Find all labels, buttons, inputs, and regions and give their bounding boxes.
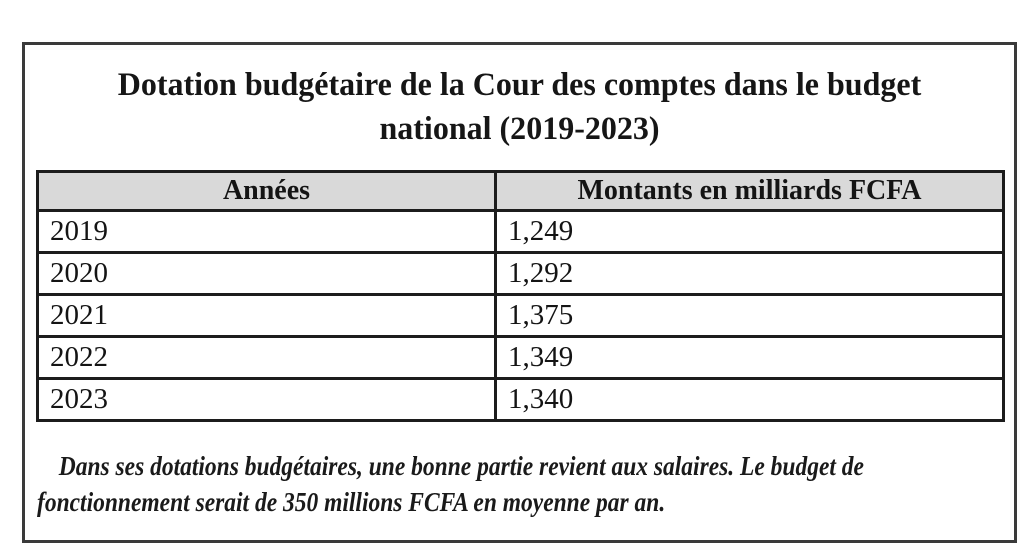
amount-cell: 1,375 — [494, 293, 1005, 338]
amount-cell: 1,340 — [494, 377, 1005, 422]
table-row: 2022 1,349 — [36, 335, 1005, 380]
amount-cell: 1,249 — [494, 209, 1005, 254]
document-frame: Dotation budgétaire de la Cour des compt… — [22, 42, 1017, 543]
footnote-line-2: fonctionnement serait de 350 millions FC… — [37, 487, 666, 517]
page-title: Dotation budgétaire de la Cour des compt… — [35, 63, 1004, 151]
year-cell: 2021 — [36, 293, 497, 338]
page-title-line-2: national (2019-2023) — [379, 111, 660, 147]
footnote: Dans ses dotations budgétaires, une bonn… — [37, 448, 994, 520]
year-cell: 2019 — [36, 209, 497, 254]
table-row: 2020 1,292 — [36, 251, 1005, 296]
footnote-line-1: Dans ses dotations budgétaires, une bonn… — [58, 451, 864, 481]
budget-table: Années Montants en milliards FCFA 2019 1… — [36, 170, 1005, 422]
column-header-montants: Montants en milliards FCFA — [494, 170, 1005, 212]
year-cell: 2020 — [36, 251, 497, 296]
page-title-line-1: Dotation budgétaire de la Cour des compt… — [117, 67, 922, 103]
table-header-row: Années Montants en milliards FCFA — [36, 170, 1005, 212]
table-row: 2021 1,375 — [36, 293, 1005, 338]
table-row: 2019 1,249 — [36, 209, 1005, 254]
table-row: 2023 1,340 — [36, 377, 1005, 422]
year-cell: 2022 — [36, 335, 497, 380]
amount-cell: 1,292 — [494, 251, 1005, 296]
year-cell: 2023 — [36, 377, 497, 422]
amount-cell: 1,349 — [494, 335, 1005, 380]
column-header-annees: Années — [36, 170, 497, 212]
